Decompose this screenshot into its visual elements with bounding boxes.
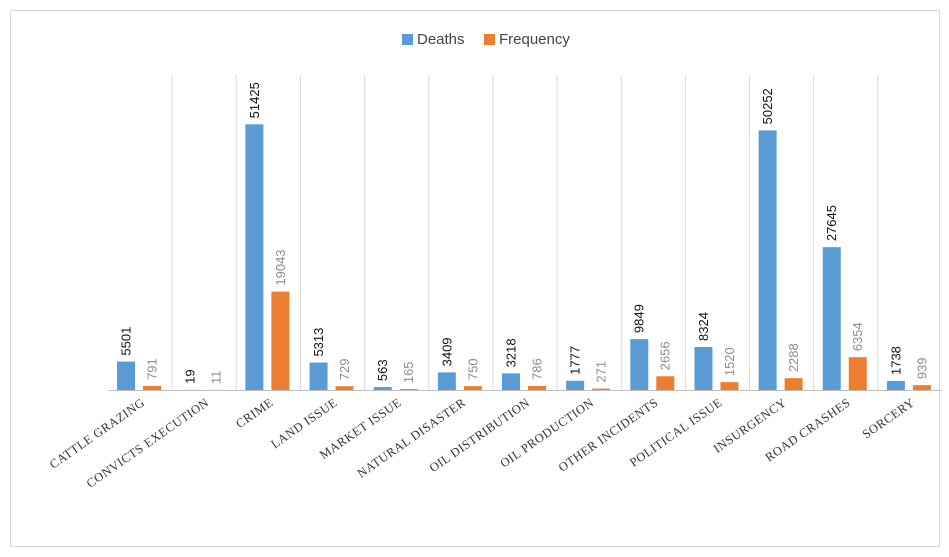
bar	[566, 380, 585, 390]
value-label: 786	[529, 358, 544, 380]
bar	[592, 388, 611, 390]
bar	[143, 385, 162, 390]
value-label: 9849	[632, 304, 647, 333]
bar	[309, 362, 328, 390]
bar	[245, 124, 264, 390]
value-label: 2656	[658, 341, 673, 370]
bar	[463, 386, 482, 390]
value-label: 271	[594, 361, 609, 383]
bar	[335, 386, 354, 390]
value-label: 729	[337, 359, 352, 381]
value-label: 19043	[273, 249, 288, 285]
value-label: 3409	[439, 337, 454, 366]
legend-label: Deaths	[417, 31, 465, 48]
bar	[528, 385, 546, 390]
value-label: 19	[183, 369, 198, 383]
bar	[886, 381, 905, 390]
value-label: 6354	[850, 322, 865, 351]
legend-swatch	[402, 34, 413, 45]
chart-border	[10, 10, 940, 547]
bar	[912, 385, 931, 390]
value-label: 563	[375, 359, 390, 381]
value-label: 5313	[311, 328, 326, 357]
bar	[758, 130, 777, 390]
value-label: 791	[145, 358, 160, 380]
bar	[373, 387, 392, 390]
value-label: 2288	[786, 343, 801, 372]
value-label: 8324	[696, 312, 711, 341]
value-label: 1520	[722, 347, 737, 376]
bar	[784, 378, 803, 390]
bar	[399, 389, 418, 390]
bar	[117, 361, 136, 390]
value-label: 939	[914, 357, 929, 379]
value-label: 750	[465, 358, 480, 380]
bar	[720, 382, 739, 390]
value-label: 3218	[503, 338, 518, 367]
value-label: 1777	[568, 346, 583, 375]
bar	[630, 339, 649, 390]
legend-label: Frequency	[499, 31, 570, 48]
bar	[656, 376, 675, 390]
value-label: 1738	[888, 346, 903, 375]
bar	[848, 357, 867, 390]
legend-swatch	[484, 34, 495, 45]
value-label: 50252	[760, 88, 775, 124]
value-label: 11	[209, 370, 224, 384]
bar	[271, 291, 290, 390]
value-label: 51425	[247, 82, 262, 118]
bar	[502, 373, 520, 390]
value-label: 27645	[824, 205, 839, 241]
value-label: 5501	[119, 327, 134, 356]
bar	[437, 372, 456, 390]
bar	[694, 346, 713, 390]
bar	[822, 247, 841, 390]
value-label: 165	[401, 361, 416, 383]
